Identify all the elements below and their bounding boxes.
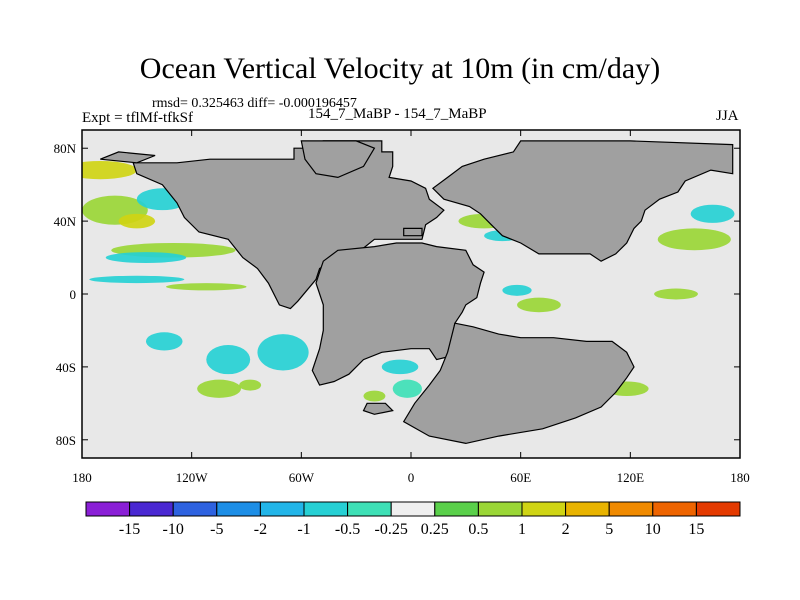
y-tick-label: 40N [54,214,77,229]
colorbar-swatch [521,501,567,517]
antarctic-peninsula-island [362,402,394,415]
colorbar-label: -5 [210,521,223,538]
southern-ocean-green-patch-2 [239,379,262,391]
colorbar-label: 1 [518,521,526,538]
colorbar-label: -10 [163,521,184,538]
west-pacific-green-patch [654,288,698,300]
x-tick-label: 0 [408,470,415,485]
y-tick-label: 80S [56,433,76,448]
colorbar-swatch [477,501,523,517]
colorbar-swatch [129,501,174,517]
colorbar-label: 0.25 [421,521,449,538]
colorbar-label: 2 [562,521,570,538]
southern-ocean-green-patch [197,379,242,398]
y-tick-label: 0 [70,287,77,302]
colorbar-label: 5 [605,521,613,538]
mediterranean-island [403,227,423,237]
colorbar: -15 -10 -5 -2 -1 -0.5 -0.25 0.25 0.5 1 2 5 10 15 [85,501,741,538]
east-pacific-green-patch [657,228,731,251]
antarctic-green-patch [363,390,386,402]
colorbar-label: -15 [119,521,140,538]
arctic-island [100,151,156,164]
y-tick-label: 40S [56,360,76,375]
colorbar-label: 10 [645,521,661,538]
africa-south-america-continent [311,242,485,386]
season-label: JJA [716,108,739,124]
x-tick-label: 60E [510,470,531,485]
indian-teal-patch [502,284,532,296]
south-pacific-teal-blob-2 [257,334,309,371]
colorbar-label: -1 [297,521,310,538]
asia-continent [431,140,734,262]
equatorial-green-band [166,283,247,291]
colorbar-swatch [303,501,349,517]
tropical-pacific-cyan-band [105,252,187,264]
x-tick-label: 60W [289,470,315,485]
page-title: Ocean Vertical Velocity at 10m (in cm/da… [139,52,661,85]
colorbar-label: -0.25 [375,521,408,538]
colorbar-label: 15 [688,521,704,538]
colorbar-label: -2 [254,521,267,538]
x-tick-label: 120E [617,470,645,485]
colorbar-swatch [85,501,131,517]
na-mid-yellow-patch [118,213,156,229]
south-pacific-cyan-blob [145,332,183,351]
greenland-island [300,140,376,179]
colorbar-swatch [172,501,218,517]
colorbar-swatch [216,501,261,517]
south-pacific-teal-blob [206,345,251,375]
indian-green-patch [517,297,561,313]
x-tick-label: 120W [176,470,209,485]
axis-layer: 180 120W 60W 0 60E 120E 180 80N 40N 0 40S 80S [54,130,750,485]
colorbar-swatch [347,501,392,517]
case-label: 154_7_MaBP - 154_7_MaBP [308,106,487,122]
colorbar-swatch [434,501,479,517]
arctic-positive-patch [82,160,137,180]
australia-antarctica-continent [402,322,635,445]
colorbar-swatch [390,501,436,517]
colorbar-swatch [695,501,741,517]
equatorial-cyan-band [89,275,185,284]
atlantic-teal-patch [381,359,419,375]
colorbar-label: 0.5 [468,521,488,538]
colorbar-swatch [259,501,305,517]
antarctic-peninsula-mix [392,379,422,398]
y-tick-label: 80N [54,141,77,156]
x-tick-label: 180 [72,470,92,485]
colorbar-label: -0.5 [335,521,360,538]
colorbar-swatch [652,501,697,517]
x-tick-label: 180 [730,470,750,485]
land-layer [100,140,734,445]
rmsd-diff-stats: rmsd= 0.325463 diff= -0.000196457 [152,96,357,111]
colorbar-swatch [608,501,654,517]
colorbar-swatch [565,501,610,517]
experiment-label: Expt = tflMf-tfkSf [82,110,193,126]
east-pacific-teal-patch [690,204,735,223]
